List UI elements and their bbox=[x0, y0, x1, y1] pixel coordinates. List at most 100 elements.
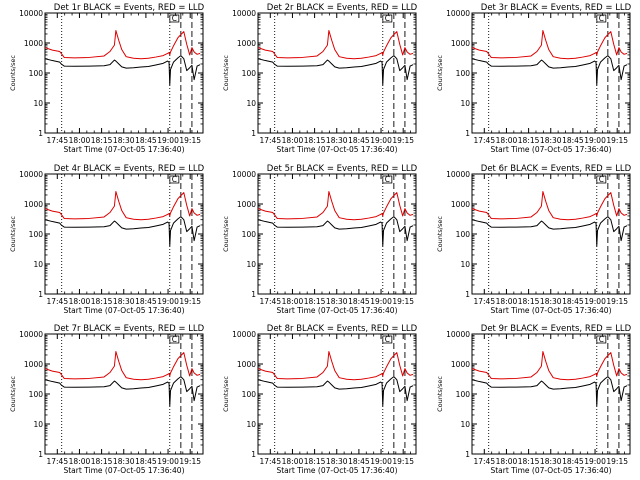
panel-title: Det 1r BLACK = Events, RED = LLD bbox=[54, 3, 205, 13]
y-tick-label: 1 bbox=[38, 129, 43, 138]
attenuator-marker-label: C bbox=[385, 175, 390, 184]
y-tick-label: 10000 bbox=[446, 9, 470, 18]
attenuator-marker-label: C bbox=[172, 14, 177, 23]
y-tick-label: 100 bbox=[29, 69, 44, 78]
x-tick-label: 18:00 bbox=[282, 136, 304, 145]
y-axis-label: Counts/sec bbox=[9, 376, 17, 412]
x-tick-label: 17:45 bbox=[473, 297, 495, 306]
x-tick-label: 18:30 bbox=[326, 136, 348, 145]
panel-det-4: Det 4r BLACK = Events, RED = LLD 1 10 100 10… bbox=[9, 164, 205, 315]
x-tick-label: 18:30 bbox=[113, 297, 135, 306]
attenuator-marker-box bbox=[169, 14, 180, 23]
x-tick-label: 17:45 bbox=[473, 136, 495, 145]
x-tick-label: 18:00 bbox=[282, 457, 304, 466]
y-tick-label: 100 bbox=[242, 69, 257, 78]
series-lld-line bbox=[45, 191, 201, 221]
panel-det-8: Det 8r BLACK = Events, RED = LLD 1 10 100 10… bbox=[222, 324, 418, 475]
series-lld-line bbox=[258, 351, 414, 381]
x-tick-label: 18:30 bbox=[113, 457, 135, 466]
panel-title: Det 3r BLACK = Events, RED = LLD bbox=[481, 3, 632, 13]
x-tick-label: 18:30 bbox=[540, 457, 562, 466]
y-axis: 1 10 100 1000 10000 bbox=[232, 170, 416, 299]
y-axis: 1 10 100 1000 10000 bbox=[446, 330, 630, 459]
x-tick-label: 18:15 bbox=[91, 457, 113, 466]
y-tick-label: 1 bbox=[251, 290, 256, 299]
y-tick-label: 10 bbox=[33, 99, 43, 108]
plot-frame bbox=[44, 333, 204, 455]
series-lld-line bbox=[258, 191, 414, 221]
x-tick-label: 18:45 bbox=[348, 297, 370, 306]
y-axis-label: Counts/sec bbox=[436, 55, 444, 91]
panel-det-9: Det 9r BLACK = Events, RED = LLD 1 10 100 10… bbox=[436, 324, 632, 475]
x-tick-label: 18:45 bbox=[348, 457, 370, 466]
x-tick-label: 18:00 bbox=[282, 297, 304, 306]
series-events-line bbox=[258, 216, 414, 247]
series-lld-line bbox=[472, 351, 628, 381]
panel-title: Det 9r BLACK = Events, RED = LLD bbox=[481, 324, 632, 334]
y-tick-label: 10000 bbox=[19, 330, 43, 339]
y-axis-label: Counts/sec bbox=[222, 55, 230, 91]
x-tick-label: 18:30 bbox=[113, 136, 135, 145]
y-tick-label: 1 bbox=[251, 450, 256, 459]
x-axis-label: Start Time (07-Oct-05 17:36:40) bbox=[490, 466, 611, 475]
x-tick-label: 18:15 bbox=[91, 136, 113, 145]
panel-det-7: Det 7r BLACK = Events, RED = LLD 1 10 100 10… bbox=[9, 324, 205, 475]
attenuator-marker-box bbox=[169, 175, 180, 184]
x-tick-label: 18:30 bbox=[326, 457, 348, 466]
attenuator-marker-label: C bbox=[172, 335, 177, 344]
x-tick-label: 17:45 bbox=[46, 297, 68, 306]
y-tick-label: 100 bbox=[456, 69, 471, 78]
x-tick-label: 19:15 bbox=[392, 457, 414, 466]
panel-det-6: Det 6r BLACK = Events, RED = LLD 1 10 100 10… bbox=[436, 164, 632, 315]
series-lld-line bbox=[258, 30, 414, 60]
attenuator-marker-label: C bbox=[172, 175, 177, 184]
x-tick-label: 19:15 bbox=[606, 457, 628, 466]
y-tick-label: 1000 bbox=[237, 200, 256, 209]
x-tick-label: 18:00 bbox=[496, 297, 518, 306]
x-axis: 17:45 18:00 18:15 18:30 18:45 19:00 19:15 bbox=[259, 174, 414, 306]
x-tick-label: 19:00 bbox=[370, 297, 392, 306]
y-axis-label: Counts/sec bbox=[9, 216, 17, 252]
x-tick-label: 17:45 bbox=[259, 297, 281, 306]
plot-frame bbox=[471, 333, 631, 455]
series-events-line bbox=[472, 376, 628, 407]
x-tick-label: 19:00 bbox=[157, 297, 179, 306]
y-tick-label: 100 bbox=[242, 390, 257, 399]
x-axis: 17:45 18:00 18:15 18:30 18:45 19:00 19:15 bbox=[46, 13, 201, 145]
y-tick-label: 10 bbox=[246, 420, 256, 429]
x-axis: 17:45 18:00 18:15 18:30 18:45 19:00 19:15 bbox=[46, 334, 201, 466]
plot-frame bbox=[44, 173, 204, 295]
y-axis: 1 10 100 1000 10000 bbox=[19, 170, 203, 299]
x-tick-label: 19:00 bbox=[370, 457, 392, 466]
y-tick-label: 1000 bbox=[451, 200, 470, 209]
x-tick-label: 18:30 bbox=[326, 297, 348, 306]
x-axis-label: Start Time (07-Oct-05 17:36:40) bbox=[63, 466, 184, 475]
y-axis: 1 10 100 1000 10000 bbox=[19, 9, 203, 138]
panel-title: Det 6r BLACK = Events, RED = LLD bbox=[481, 164, 632, 174]
y-tick-label: 10 bbox=[33, 420, 43, 429]
y-tick-label: 1000 bbox=[451, 360, 470, 369]
y-tick-label: 10 bbox=[460, 420, 470, 429]
x-axis: 17:45 18:00 18:15 18:30 18:45 19:00 19:15 bbox=[473, 174, 628, 306]
series-events-line bbox=[472, 55, 628, 86]
panel-det-2: Det 2r BLACK = Events, RED = LLD 1 10 100 10… bbox=[222, 3, 418, 154]
x-axis: 17:45 18:00 18:15 18:30 18:45 19:00 19:15 bbox=[259, 334, 414, 466]
series-events-line bbox=[45, 55, 201, 86]
x-tick-label: 19:15 bbox=[179, 457, 201, 466]
y-tick-label: 10000 bbox=[446, 330, 470, 339]
x-tick-label: 18:30 bbox=[540, 297, 562, 306]
x-axis-label: Start Time (07-Oct-05 17:36:40) bbox=[276, 145, 397, 154]
x-axis-label: Start Time (07-Oct-05 17:36:40) bbox=[490, 145, 611, 154]
y-tick-label: 10 bbox=[246, 260, 256, 269]
attenuator-marker-box bbox=[382, 14, 393, 23]
series-lld-line bbox=[45, 30, 201, 60]
panel-det-1: Det 1r BLACK = Events, RED = LLD 1 10 100 10… bbox=[9, 3, 205, 154]
attenuator-marker-label: C bbox=[599, 14, 604, 23]
y-tick-label: 10000 bbox=[446, 170, 470, 179]
x-axis-label: Start Time (07-Oct-05 17:36:40) bbox=[63, 145, 184, 154]
x-tick-label: 19:00 bbox=[370, 136, 392, 145]
x-tick-label: 18:45 bbox=[135, 136, 157, 145]
y-axis: 1 10 100 1000 10000 bbox=[446, 170, 630, 299]
panel-title: Det 5r BLACK = Events, RED = LLD bbox=[267, 164, 418, 174]
x-axis-label: Start Time (07-Oct-05 17:36:40) bbox=[63, 306, 184, 315]
